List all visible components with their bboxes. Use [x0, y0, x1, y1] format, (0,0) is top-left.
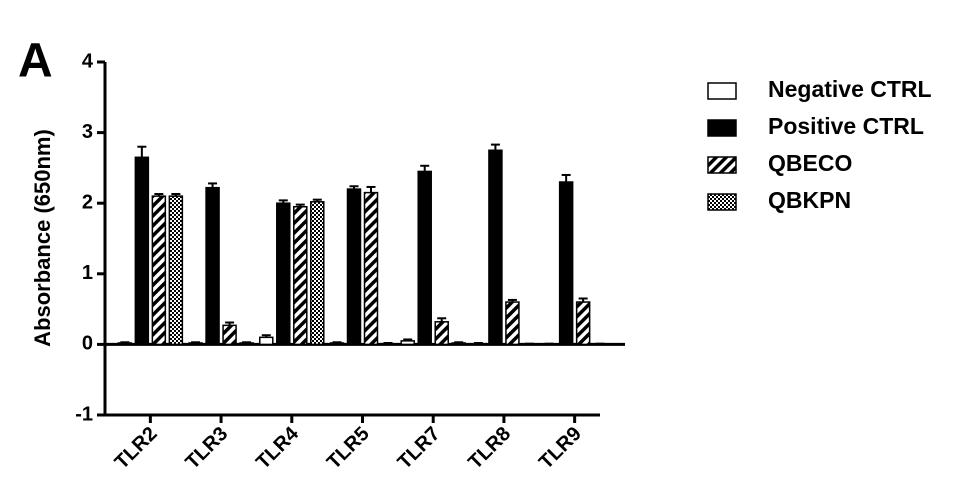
x-tick-label: TLR3 — [181, 423, 232, 474]
bar — [222, 324, 237, 346]
y-tick-label: 3 — [82, 121, 93, 143]
y-tick-label: 0 — [82, 333, 93, 355]
bar — [276, 202, 291, 346]
x-tick-label: TLR4 — [252, 422, 304, 474]
legend-swatch — [707, 82, 737, 100]
bar — [168, 195, 184, 346]
bar — [417, 170, 432, 346]
legend-label: Negative CTRL — [768, 76, 932, 102]
bar — [151, 195, 167, 346]
bar — [346, 188, 362, 346]
legend-label: QBECO — [768, 150, 852, 176]
y-tick-label: 4 — [82, 50, 94, 72]
bar — [505, 301, 520, 346]
bar — [575, 301, 591, 346]
legend-swatch — [707, 193, 737, 211]
y-tick-label: -1 — [75, 403, 93, 425]
legend-label: Positive CTRL — [768, 113, 924, 139]
x-tick-label: TLR5 — [323, 423, 374, 474]
bar — [434, 321, 449, 346]
bar — [134, 156, 150, 346]
x-tick-label: TLR9 — [535, 423, 586, 474]
bar — [400, 340, 415, 346]
legend-swatch — [707, 156, 737, 174]
bar — [293, 205, 308, 346]
panel-label: A — [18, 35, 53, 88]
legend-swatch — [707, 119, 737, 137]
x-tick-label: TLR8 — [464, 423, 515, 474]
x-tick-label: TLR2 — [111, 423, 162, 474]
y-axis-label: Absorbance (650nm) — [30, 129, 55, 347]
y-tick-label: 1 — [82, 262, 93, 284]
y-tick-label: 2 — [82, 191, 93, 213]
bar — [310, 201, 325, 346]
bar — [205, 186, 220, 346]
legend-label: QBKPN — [768, 187, 851, 213]
bar — [558, 181, 574, 346]
bar — [259, 336, 274, 346]
x-tick-label: TLR7 — [394, 423, 445, 474]
bar — [488, 149, 503, 346]
bar — [363, 191, 379, 346]
